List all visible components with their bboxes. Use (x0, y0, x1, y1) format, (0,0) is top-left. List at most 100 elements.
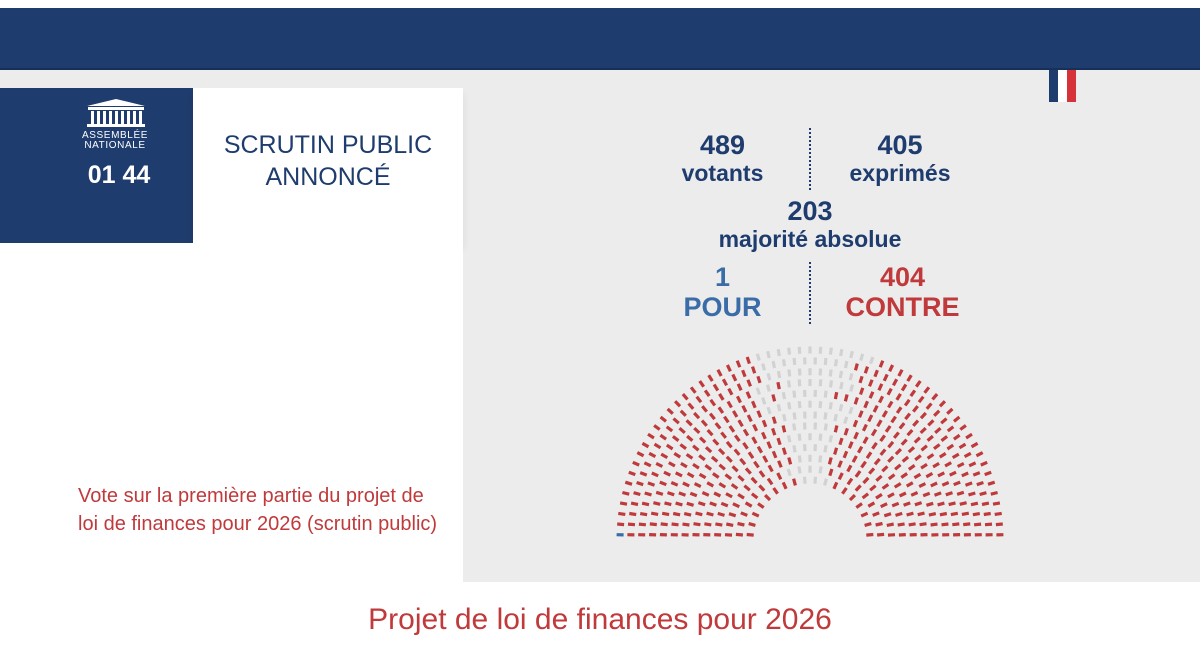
hemicycle-seat (713, 491, 722, 498)
exprimes-stat: 405 exprimés (825, 130, 975, 186)
hemicycle-seat (956, 461, 965, 468)
hemicycle-seat (904, 412, 912, 421)
hemicycle-seat (901, 455, 910, 463)
hemicycle-seat (619, 501, 628, 506)
hemicycle-seat (887, 440, 895, 449)
hemicycle-seat (683, 512, 692, 517)
hemicycle-seat (882, 373, 889, 382)
hemicycle-seat (994, 511, 1002, 516)
hemicycle-seat (907, 464, 916, 471)
hemicycle-seat (771, 427, 777, 436)
hemicycle-seat (751, 436, 758, 445)
assemblee-building-icon (87, 99, 145, 127)
hemicycle-seat (721, 378, 729, 387)
hemicycle-seat (818, 379, 823, 387)
hemicycle-seat (881, 465, 889, 473)
status-line1: SCRUTIN PUBLIC (223, 131, 433, 159)
hemicycle-seat (725, 492, 733, 499)
hemicycle-seat (699, 436, 707, 444)
hemicycle-seat (948, 501, 956, 507)
hemicycle-seat (914, 501, 923, 507)
hemicycle-seat (937, 471, 946, 478)
hemicycle-seat (837, 460, 843, 468)
hemicycle-seat (653, 501, 661, 506)
hemicycle-seat (900, 472, 909, 479)
header-banner (0, 8, 1200, 70)
hemicycle-seat (797, 466, 802, 474)
hemicycle-seat (756, 410, 762, 418)
hemicycle-seat (776, 348, 781, 357)
hemicycle-seat (755, 353, 761, 361)
hemicycle-seat (841, 487, 848, 495)
hemicycle-seat (707, 374, 714, 382)
hemicycle-seat (667, 491, 675, 497)
hemicycle-seat (730, 483, 739, 490)
hemicycle-seat (900, 383, 908, 392)
hemicycle-seat (990, 490, 998, 496)
hemicycle-seat (685, 419, 693, 427)
hemicycle-seat (668, 461, 676, 468)
hemicycle-seat (693, 482, 702, 489)
hemicycle-seat (980, 460, 988, 467)
hemicycle-seat (914, 454, 922, 462)
hemicycle-seat (970, 441, 979, 449)
hemicycle-seat (718, 482, 727, 489)
hemicycle-seat (771, 360, 777, 369)
hemicycle-seat (655, 461, 664, 468)
hemicycle-seat (926, 453, 935, 460)
hemicycle-seat (697, 501, 706, 507)
hemicycle-seat (639, 512, 648, 517)
hemicycle-seat (897, 369, 904, 377)
hemicycle-seat (907, 446, 916, 454)
hemicycle-seat (847, 441, 854, 449)
hemicycle-seat (823, 423, 828, 431)
hemicycle-seat (706, 429, 714, 437)
hemicycle-seat (861, 492, 870, 500)
hemicycle-seat (781, 425, 787, 433)
hemicycle-seat (709, 501, 717, 507)
hemicycle-seat (853, 363, 859, 371)
hemicycle-seat (674, 471, 683, 478)
hemicycle-seat (797, 400, 802, 409)
hemicycle-seat (665, 425, 674, 433)
assemblee-logo-block: ASSEMBLÉE NATIONALE 01 44 (0, 88, 193, 243)
hemicycle-seat (891, 378, 899, 387)
hemicycle-seat (848, 493, 857, 502)
hemicycle-seat (838, 437, 844, 446)
hemicycle-seat (782, 413, 787, 422)
hemicycle-seat (750, 476, 758, 485)
votants-label: votants (681, 160, 764, 186)
contre-value: 404 (879, 262, 926, 292)
hemicycle-seat (649, 522, 657, 527)
hemicycle-seat (682, 481, 690, 488)
hemicycle-seat (659, 415, 668, 423)
hemicycle-seat (647, 432, 655, 440)
hemicycle-seat (818, 368, 823, 376)
majorite-value: 203 (787, 196, 833, 226)
hemicycle-seat (900, 438, 908, 446)
hemicycle-seat (771, 416, 777, 425)
hemicycle-seat (714, 422, 722, 430)
hemicycle-seat (984, 470, 992, 477)
hemicycle-seat (905, 481, 914, 488)
hemicycle-seat (843, 427, 849, 436)
hemicycle-seat (886, 387, 893, 396)
hemicycle-seat (673, 452, 682, 459)
hemicycle-seat (940, 417, 948, 425)
hemicycle-seat (787, 347, 792, 355)
hemicycle-seat (972, 471, 981, 477)
hemicycle-seat (706, 511, 714, 517)
contre-label: CONTRE (845, 292, 960, 322)
majorite-stat: 203 majorité absolue (690, 196, 930, 252)
hemicycle-seat (842, 450, 849, 459)
hemicycle-seat (940, 435, 949, 442)
hemicycle-seat (855, 502, 863, 509)
footer-title: Projet de loi de finances pour 2026 (368, 603, 832, 636)
hemicycle-seat (723, 415, 730, 424)
hemicycle-seat (758, 470, 766, 478)
hemicycle-seat (693, 411, 701, 420)
hemicycle-seat (818, 455, 823, 463)
hemicycle-seat (639, 471, 648, 477)
hemicycle-seat (786, 380, 792, 388)
hemicycle-seat (786, 468, 792, 477)
